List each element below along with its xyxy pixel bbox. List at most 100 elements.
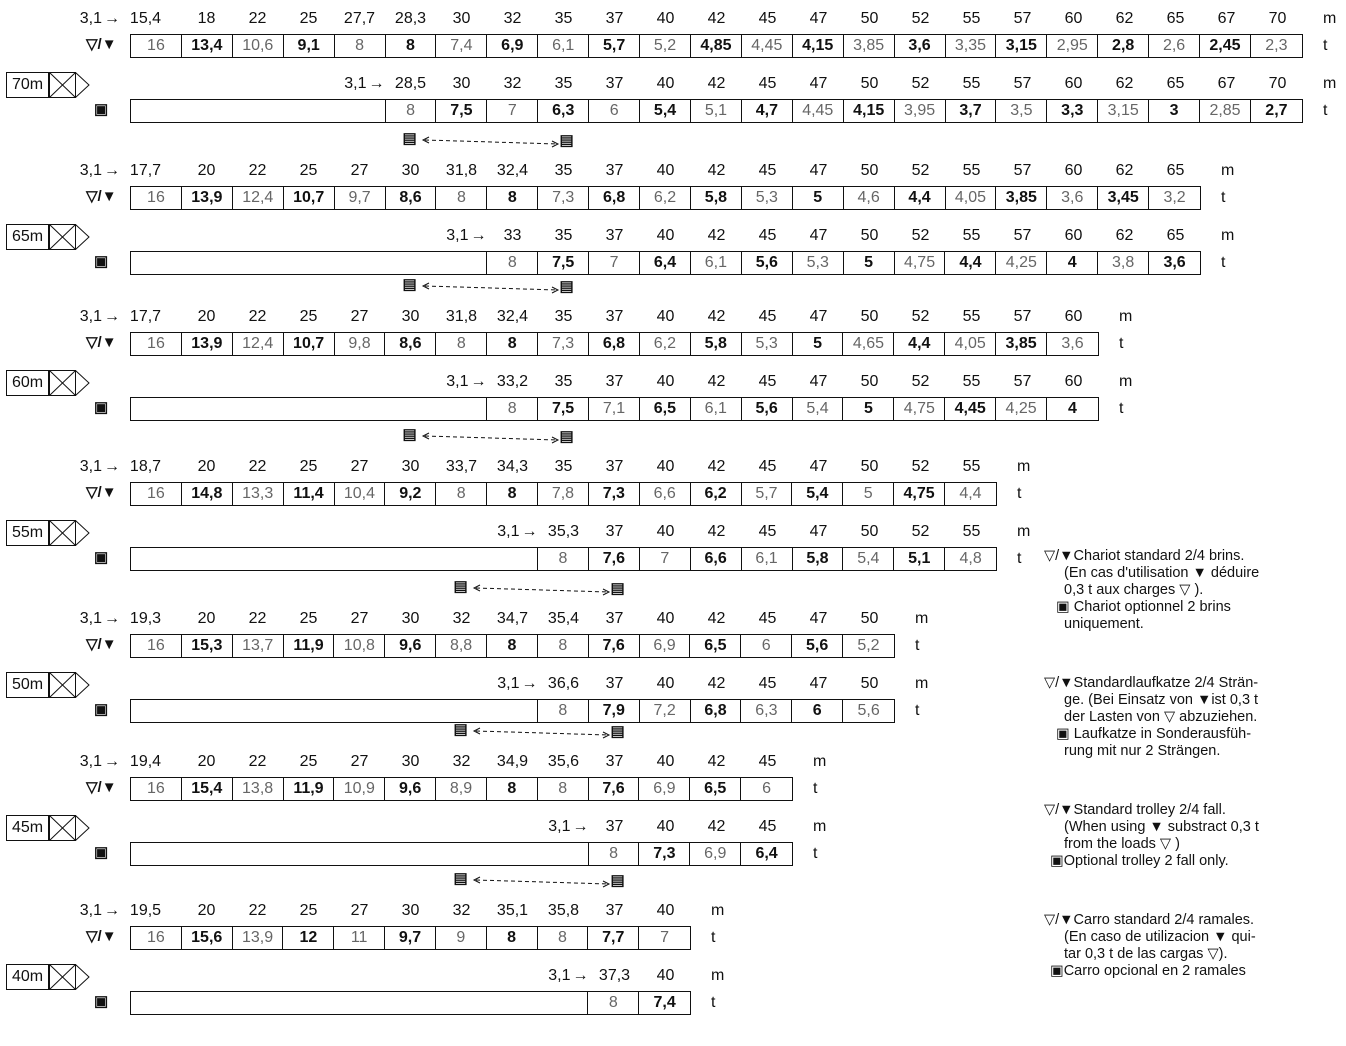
std-load-cell: 7,4 xyxy=(436,35,488,57)
std-radius: 30 xyxy=(401,753,420,770)
opt-load-cell: 3,3 xyxy=(1047,100,1099,122)
unit-t: t xyxy=(915,637,920,654)
std-load-row: 16 13,9 12,4 10,7 9,7 8,6 8 8 7,3 6,8 6,2 5,8 5,3 5 4,… xyxy=(130,186,1201,210)
std-radius: 67 xyxy=(1217,10,1236,27)
std-radius: 20 xyxy=(197,308,216,325)
std-load-cell: 4,45 xyxy=(742,35,793,57)
unit-t: t xyxy=(1221,254,1226,271)
opt-radius: 52 xyxy=(911,75,930,92)
legend-es-line2: (En caso de utilizacion ▼ qui- xyxy=(1064,929,1256,945)
dashed-arrow xyxy=(472,727,610,739)
std-load-cell: 9,7 xyxy=(335,187,386,209)
std-radius: 47 xyxy=(809,308,828,325)
unit-t: t xyxy=(1017,550,1022,567)
std-radius: 34,7 xyxy=(496,610,529,627)
opt-radius: 65 xyxy=(1166,75,1185,92)
std-radius: 40 xyxy=(656,610,675,627)
std-load-cell: 8 xyxy=(538,635,589,657)
opt-load-cell: 6,1 xyxy=(691,252,742,274)
std-load-cell: 3,15 xyxy=(996,35,1048,57)
std-load-cell: 3,85 xyxy=(996,187,1048,209)
std-radius: 40 xyxy=(656,902,675,919)
std-radius: 30 xyxy=(401,902,420,919)
std-load-cell: 15,3 xyxy=(182,635,233,657)
std-radius: 45 xyxy=(758,458,777,475)
std-radius: 47 xyxy=(809,162,828,179)
std-load-cell: 7,8 xyxy=(538,483,589,505)
trolley-icon: ▤ xyxy=(610,723,625,740)
std-radius: 70 xyxy=(1268,10,1287,27)
std-load-cell: 8 xyxy=(436,333,488,355)
std-load-cell: 15,4 xyxy=(182,778,233,800)
blank-cell xyxy=(131,100,386,122)
std-radius: 57 xyxy=(1013,10,1032,27)
std-load-cell: 3,45 xyxy=(1098,187,1150,209)
std-radius: 20 xyxy=(197,610,216,627)
unit-m: m xyxy=(915,675,929,692)
arrow-std: → xyxy=(104,902,120,919)
unit-t: t xyxy=(813,780,818,797)
trolley-icon: ▤ xyxy=(402,276,417,293)
opt-start-radius: 33,2 xyxy=(496,373,529,390)
single-trolley-icon: ▣ xyxy=(94,399,109,416)
opt-load-cell: 5,6 xyxy=(857,702,880,719)
unit-t: t xyxy=(711,994,716,1011)
unit-m: m xyxy=(1017,458,1031,475)
std-radius: 20 xyxy=(197,753,216,770)
std-radius: 42 xyxy=(707,10,726,27)
std-radius: 45 xyxy=(758,10,777,27)
opt-radius: 55 xyxy=(962,227,981,244)
opt-load-cell: 6,8 xyxy=(691,700,742,722)
std-load-cell: 8 xyxy=(487,187,539,209)
opt-radius: 50 xyxy=(860,675,879,692)
std-radius: 22 xyxy=(248,753,267,770)
arrow-opt: → xyxy=(521,675,538,692)
std-load-cell: 8,9 xyxy=(436,778,487,800)
trolley-icon: ▤ xyxy=(453,578,468,595)
dashed-arrow xyxy=(472,584,610,596)
single-trolley-icon: ▣ xyxy=(94,993,109,1010)
std-radius: 40 xyxy=(656,458,675,475)
legend-fr-line2: (En cas d'utilisation ▼ déduire xyxy=(1064,565,1260,581)
arrow-std: → xyxy=(104,753,120,770)
trolley-icon: ▤ xyxy=(453,870,468,887)
std-radius: 22 xyxy=(248,10,267,27)
std-load-cell: 4,75 xyxy=(894,483,945,505)
std-load-cell: 8,8 xyxy=(436,635,488,657)
start-radius-std: 3,1 xyxy=(79,902,102,919)
std-load-cell: 12 xyxy=(283,927,335,949)
opt-radius: 60 xyxy=(1064,227,1083,244)
opt-load-cell: 5 xyxy=(843,398,895,420)
std-load-cell: 11 xyxy=(334,927,386,949)
opt-radius: 45 xyxy=(758,373,777,390)
dual-trolley-icon: ▽/▼ xyxy=(86,334,117,351)
std-radius: 62 xyxy=(1115,162,1134,179)
jib-length-text: 65m xyxy=(6,224,50,250)
std-radius: 35 xyxy=(554,458,573,475)
std-load-cell: 16 xyxy=(131,333,182,355)
std-load-cell: 8 xyxy=(487,333,539,355)
jib-icon xyxy=(49,370,90,396)
opt-radius: 62 xyxy=(1115,227,1134,244)
jib-length-label: 40m xyxy=(6,964,95,990)
std-load-cell: 5 xyxy=(793,333,844,355)
std-load-cell: 6,2 xyxy=(640,333,691,355)
trolley-icon: ▤ xyxy=(402,426,417,443)
unit-m: m xyxy=(813,818,827,835)
std-load-cell: 16 xyxy=(131,35,182,57)
std-load-cell: 4,4 xyxy=(894,333,946,355)
std-radius: 47 xyxy=(809,610,828,627)
jib-icon xyxy=(49,520,90,546)
std-radius: 25 xyxy=(299,308,318,325)
std-load-cell: 4,65 xyxy=(843,333,895,355)
opt-radius: 47 xyxy=(809,675,828,692)
unit-m: m xyxy=(1221,227,1235,244)
std-load-cell: 6,9 xyxy=(640,635,691,657)
unit-t: t xyxy=(915,702,920,719)
std-load-cell: 13,9 xyxy=(182,333,233,355)
opt-load-row: 8 7,6 7 6,6 6,1 5,8 5,4 5,1 4,8 xyxy=(130,547,997,571)
opt-load-cell: 5,4 xyxy=(793,398,844,420)
std-radius: 40 xyxy=(656,10,675,27)
blank-cell xyxy=(131,700,538,722)
